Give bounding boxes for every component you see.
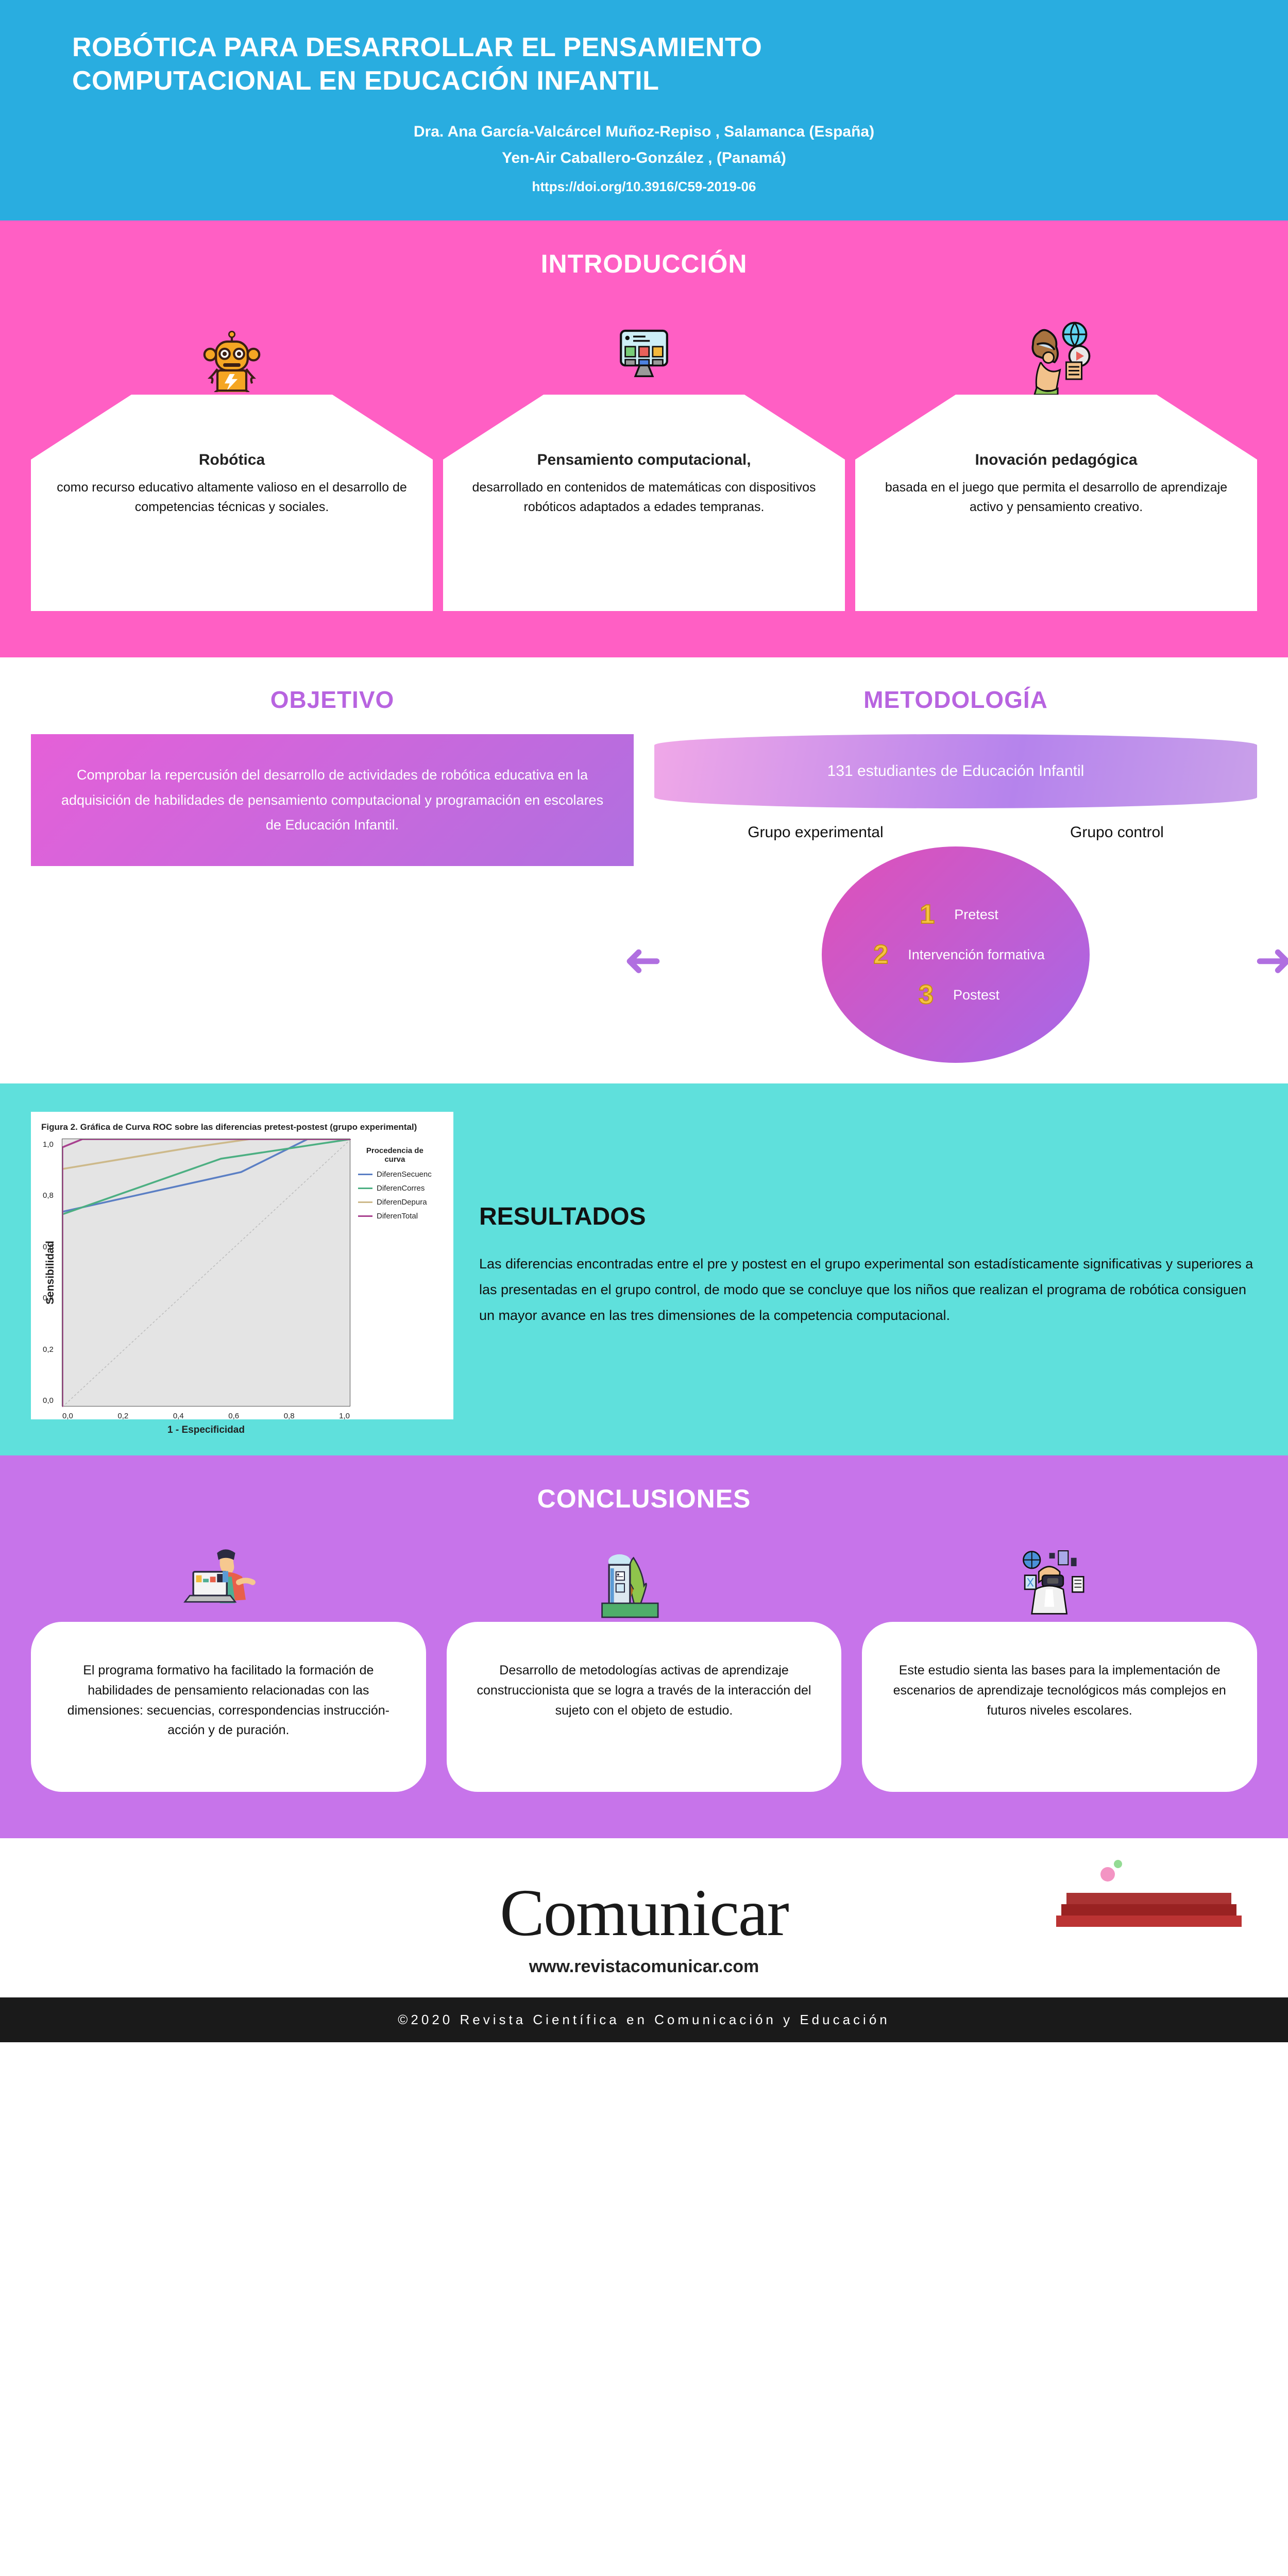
- intro-card-innovacion: Inovación pedagógica basada en el juego …: [855, 307, 1257, 611]
- objetivo-box: Comprobar la repercusión del desarrollo …: [31, 734, 634, 866]
- conc-card-metodologias-body: Desarrollo de metodologías activas de ap…: [447, 1622, 842, 1792]
- arrow-right-icon: ➜: [1255, 933, 1288, 987]
- doi-link[interactable]: https://doi.org/10.3916/C59-2019-06: [72, 179, 1216, 195]
- metodologia-diagram: ➜ 1 Pretest 2 Intervención formativa 3 P…: [654, 846, 1257, 1063]
- metodologia-column: METODOLOGÍA 131 estudiantes de Educación…: [654, 686, 1257, 1063]
- books-decoration-icon: [1041, 1843, 1257, 1962]
- roc-chart-area: Sensibilidad 1,0 0,8 0,6 0,4 0,2 0,0: [41, 1139, 443, 1406]
- roc-plot[interactable]: 1,0 0,8 0,6 0,4 0,2 0,0: [62, 1139, 350, 1406]
- introduccion-title: INTRODUCCIÓN: [31, 249, 1257, 279]
- page-title: ROBÓTICA PARA DESARROLLAR EL PENSAMIENTO…: [72, 31, 1216, 98]
- learning-icon: [1007, 307, 1105, 405]
- grupo-experimental-label: Grupo experimental: [748, 824, 883, 841]
- objetivo-metodologia-section: OBJETIVO Comprobar la repercusión del de…: [0, 657, 1288, 1083]
- presenter-icon: [174, 1542, 282, 1630]
- metodologia-banner: 131 estudiantes de Educación Infantil: [654, 734, 1257, 808]
- conc-card-programa-body: El programa formativo ha facilitado la f…: [31, 1622, 426, 1792]
- grupo-control-label: Grupo control: [1070, 824, 1164, 841]
- footer-section: Comunicar www.revistacomunicar.com: [0, 1838, 1288, 1997]
- conc-card-programa: El programa formativo ha facilitado la f…: [31, 1542, 426, 1792]
- step-1: 1 Pretest: [913, 899, 998, 930]
- intro-card-innovacion-body: Inovación pedagógica basada en el juego …: [855, 395, 1257, 611]
- x-axis-label: 1 - Especificidad: [62, 1425, 350, 1436]
- header-section: ROBÓTICA PARA DESARROLLAR EL PENSAMIENTO…: [0, 0, 1288, 221]
- conc-card-metodologias: Desarrollo de metodologías activas de ap…: [447, 1542, 842, 1792]
- resultados-text-column: RESULTADOS Las diferencias encontradas e…: [479, 1112, 1257, 1419]
- vr-icon: [1006, 1542, 1114, 1630]
- introduccion-section: INTRODUCCIÓN: [0, 221, 1288, 657]
- legend-item-depuracion: DiferenDepura: [358, 1198, 432, 1207]
- groups-row: Grupo experimental Grupo control: [654, 824, 1257, 841]
- intro-card-robotica: Robótica como recurso educativo altament…: [31, 307, 433, 611]
- authors-block: Dra. Ana García-Valcárcel Muñoz-Repiso ,…: [72, 118, 1216, 171]
- roc-legend: Procedencia de curva DiferenSecuenc Difer…: [350, 1139, 432, 1406]
- metodologia-ellipse: 1 Pretest 2 Intervención formativa 3 Pos…: [822, 846, 1090, 1063]
- robot-icon: [183, 307, 281, 405]
- legend-item-total: DiferenTotal: [358, 1212, 432, 1221]
- conc-card-estudio: Este estudio sienta las bases para la im…: [862, 1542, 1257, 1792]
- introduccion-cards: Robótica como recurso educativo altament…: [31, 307, 1257, 611]
- roc-chart-card: Figura 2. Gráfica de Curva ROC sobre las…: [31, 1112, 453, 1419]
- intro-card-pensamiento-body: Pensamiento computacional, desarrollado …: [443, 395, 845, 611]
- objetivo-column: OBJETIVO Comprobar la repercusión del de…: [31, 686, 634, 1063]
- monitor-icon: [595, 307, 693, 405]
- intro-card-pensamiento: Pensamiento computacional, desarrollado …: [443, 307, 845, 611]
- legend-title: Procedencia de curva: [358, 1146, 432, 1164]
- conclusiones-section: CONCLUSIONES: [0, 1455, 1288, 1838]
- copyright-bar: ©2020 Revista Científica en Comunicación…: [0, 1997, 1288, 2042]
- resultados-chart-column: Figura 2. Gráfica de Curva ROC sobre las…: [31, 1112, 453, 1419]
- conclusiones-cards: El programa formativo ha facilitado la f…: [31, 1542, 1257, 1792]
- step-3: 3 Postest: [912, 979, 999, 1010]
- y-axis-ticks: 1,0 0,8 0,6 0,4 0,2 0,0: [43, 1139, 54, 1406]
- intro-card-robotica-body: Robótica como recurso educativo altament…: [31, 395, 433, 611]
- legend-item-secuencias: DiferenSecuenc: [358, 1170, 432, 1179]
- legend-item-correspondencia: DiferenCorres: [358, 1184, 432, 1193]
- city-icon: [590, 1542, 698, 1630]
- conc-card-estudio-body: Este estudio sienta las bases para la im…: [862, 1622, 1257, 1792]
- arrow-left-icon: ➜: [623, 933, 662, 987]
- x-axis-ticks: 0,0 0,2 0,4 0,6 0,8 1,0: [62, 1412, 350, 1420]
- step-2: 2 Intervención formativa: [867, 939, 1045, 970]
- resultados-section: Figura 2. Gráfica de Curva ROC sobre las…: [0, 1083, 1288, 1455]
